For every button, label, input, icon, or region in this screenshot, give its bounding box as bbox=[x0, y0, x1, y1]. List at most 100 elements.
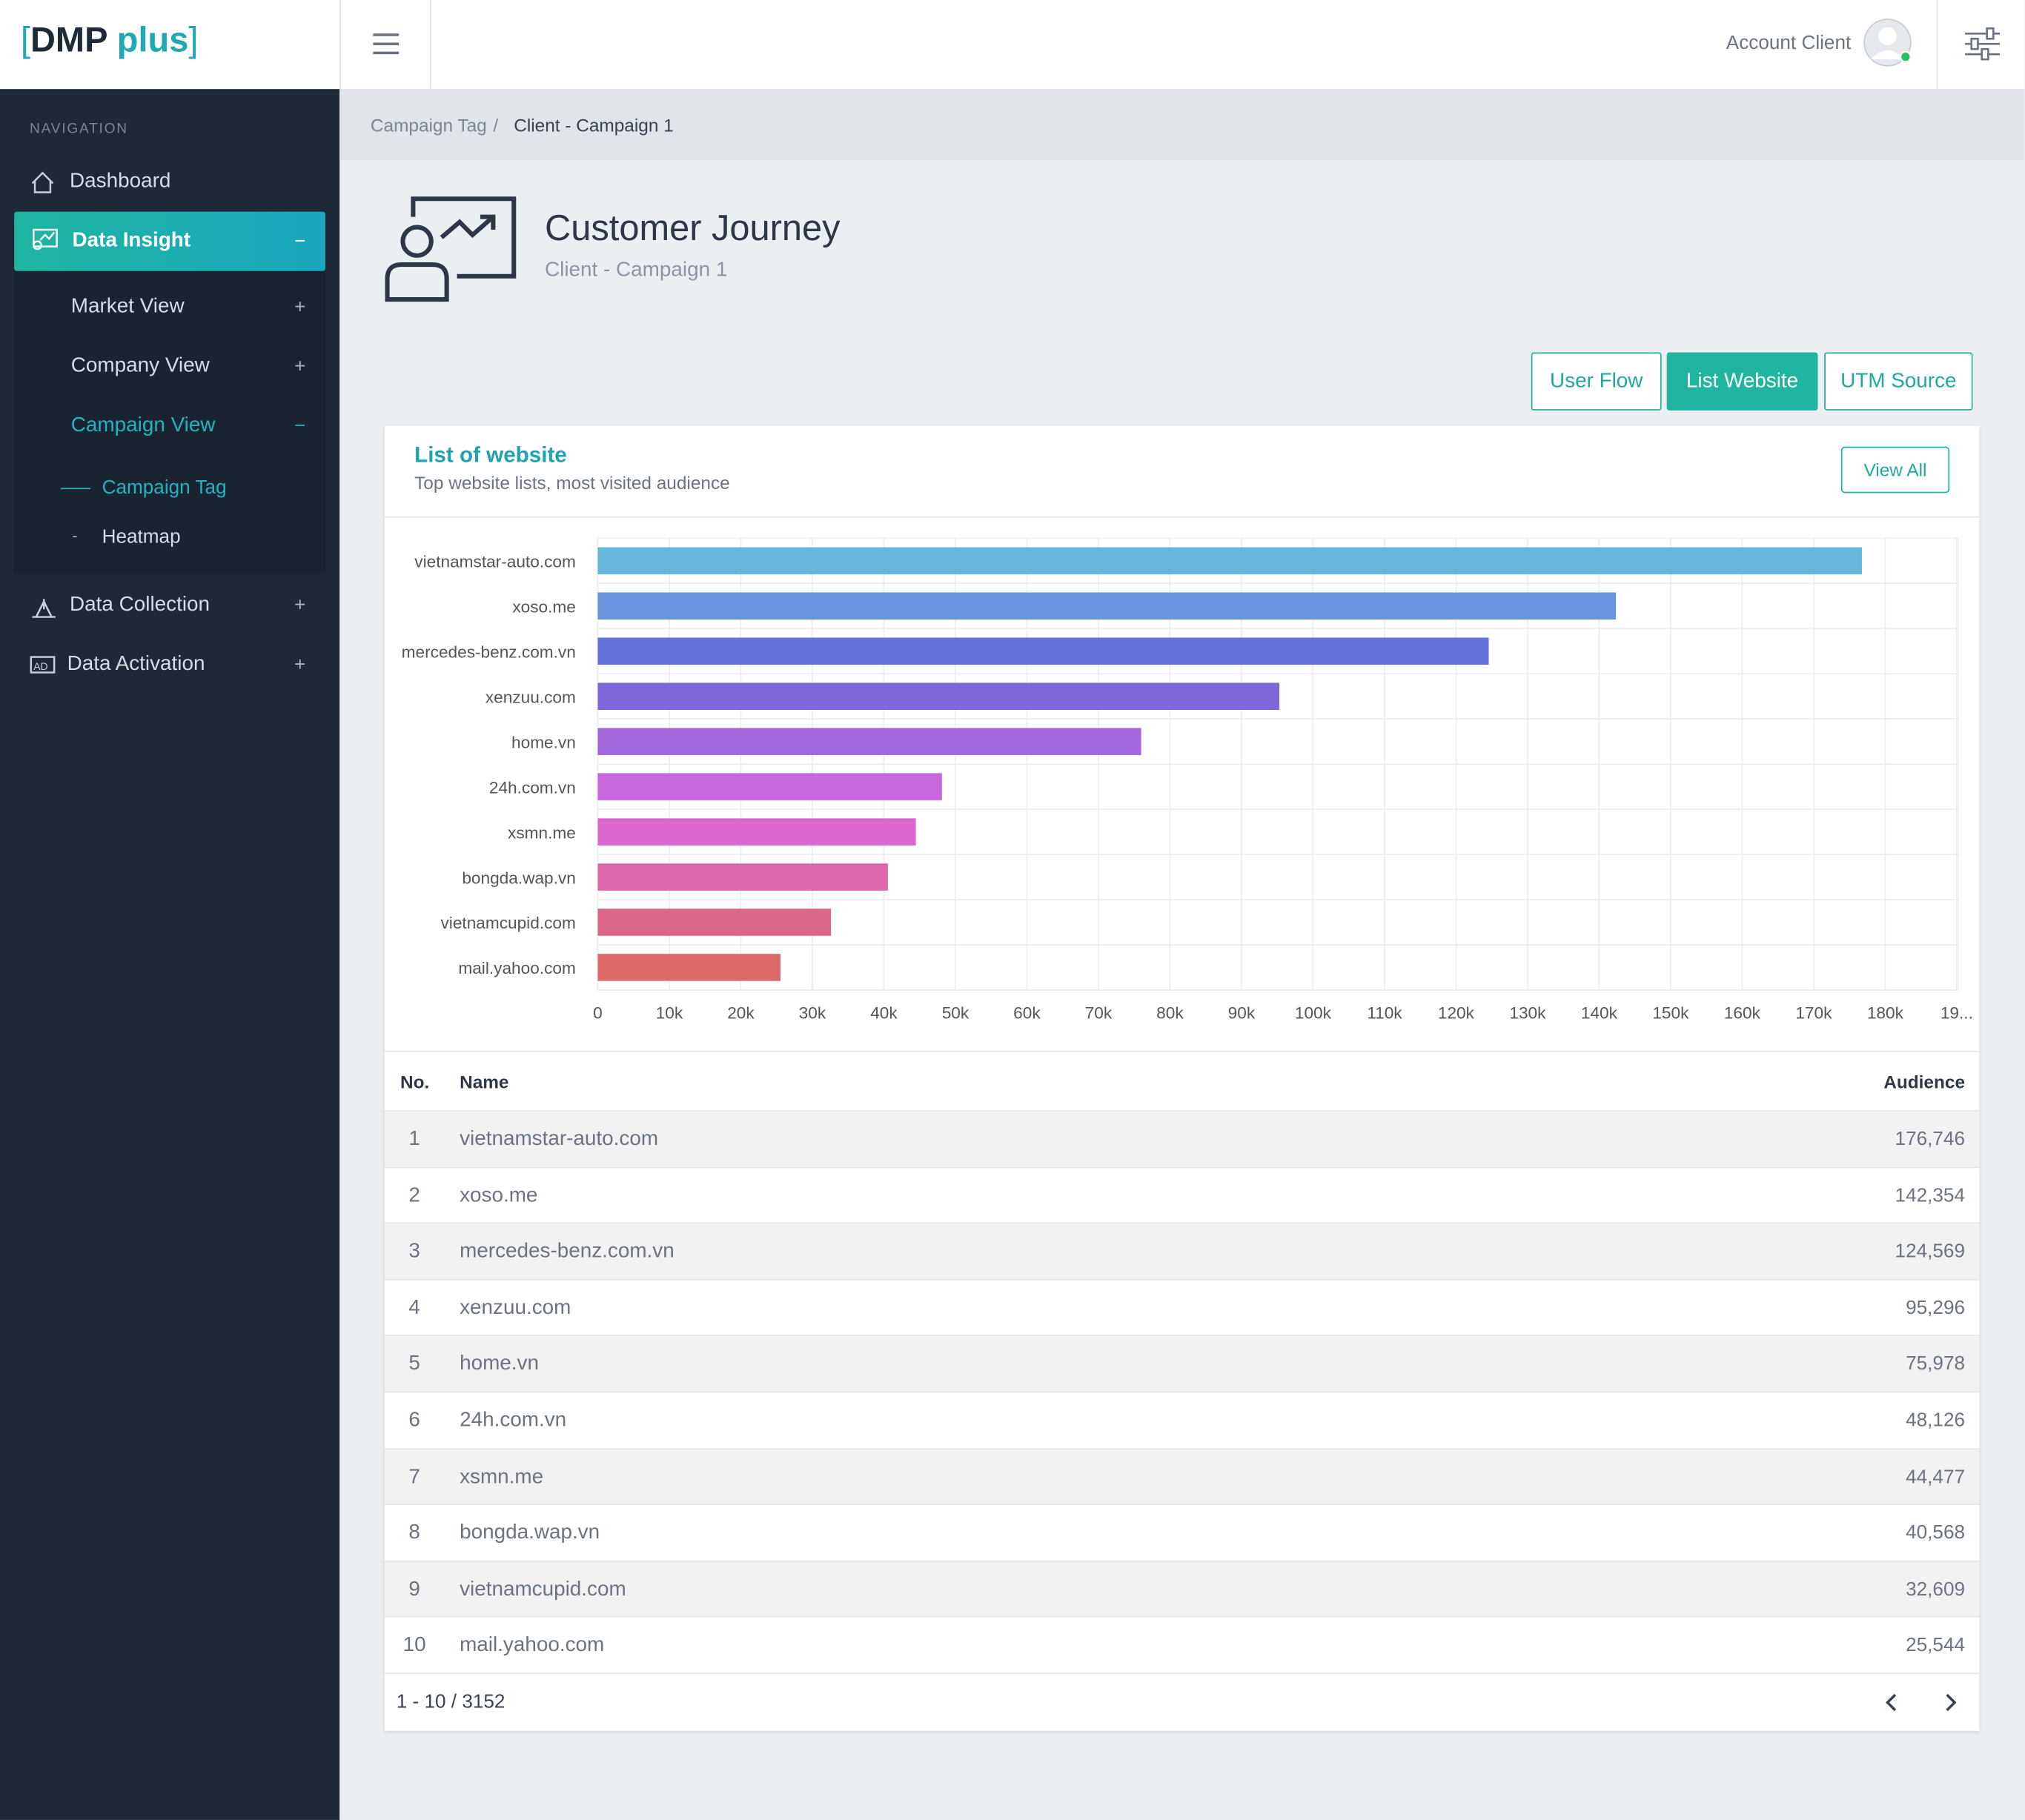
cell-name: bongda.wap.vn bbox=[460, 1521, 600, 1544]
cell-name: 24h.com.vn bbox=[460, 1409, 567, 1432]
x-tick-label: 140k bbox=[1581, 1003, 1618, 1022]
avatar[interactable] bbox=[1859, 18, 1916, 70]
x-tick-label: 20k bbox=[727, 1003, 755, 1022]
table-row[interactable]: 7 xsmn.me 44,477 bbox=[385, 1449, 1980, 1506]
table-header: No. Name Audience bbox=[385, 1050, 1980, 1112]
next-page[interactable] bbox=[1946, 1693, 1957, 1712]
cell-name: mercedes-benz.com.vn bbox=[460, 1241, 675, 1263]
page-icon bbox=[385, 196, 517, 302]
top-bar bbox=[0, 0, 2025, 90]
cell-name: mail.yahoo.com bbox=[460, 1634, 605, 1657]
nav-item[interactable]: Company View bbox=[70, 354, 210, 377]
bar bbox=[597, 592, 1617, 620]
table-row[interactable]: 3 mercedes-benz.com.vn 124,569 bbox=[385, 1223, 1980, 1281]
nav-section: NAVIGATION bbox=[30, 121, 128, 137]
hamburger-icon bbox=[373, 33, 400, 55]
settings-button[interactable] bbox=[1936, 0, 2025, 90]
x-tick-label: 100k bbox=[1295, 1003, 1332, 1022]
table-row[interactable]: 6 24h.com.vn 48,126 bbox=[385, 1392, 1980, 1449]
table-row[interactable]: 2 xoso.me 142,354 bbox=[385, 1167, 1980, 1224]
cell-audience: 40,568 bbox=[1906, 1521, 1966, 1544]
cell-no: 9 bbox=[408, 1578, 420, 1601]
card-title: List of website bbox=[414, 442, 567, 468]
cell-no: 3 bbox=[408, 1241, 420, 1263]
tab[interactable]: UTM Source bbox=[1824, 352, 1973, 411]
x-tick-label: 160k bbox=[1724, 1003, 1761, 1022]
nav-item[interactable]: Dashboard bbox=[70, 170, 171, 193]
breadcrumb-current: Client - Campaign 1 bbox=[514, 115, 674, 136]
expand-sign[interactable]: + bbox=[294, 654, 306, 676]
x-tick-label: 30k bbox=[799, 1003, 826, 1022]
bullet: - bbox=[72, 526, 78, 545]
cell-name: home.vn bbox=[460, 1353, 539, 1375]
nav-item[interactable]: Campaign View bbox=[70, 414, 216, 436]
nav-item[interactable]: Campaign Tag bbox=[102, 476, 227, 499]
cell-audience: 176,746 bbox=[1895, 1128, 1966, 1150]
table-row[interactable]: 8 bongda.wap.vn 40,568 bbox=[385, 1505, 1980, 1562]
cell-no: 2 bbox=[408, 1184, 420, 1206]
cell-audience: 32,609 bbox=[1906, 1578, 1966, 1601]
prev-page[interactable] bbox=[1886, 1693, 1897, 1712]
bar bbox=[597, 682, 1280, 710]
expand-sign[interactable]: + bbox=[294, 355, 306, 378]
x-tick-label: 90k bbox=[1228, 1003, 1256, 1022]
active-line bbox=[60, 488, 90, 490]
cell-name: xenzuu.com bbox=[460, 1297, 571, 1319]
menu-toggle[interactable] bbox=[339, 0, 431, 90]
cell-no: 10 bbox=[402, 1634, 426, 1657]
cell-no: 8 bbox=[408, 1521, 420, 1544]
table-row[interactable]: 1 vietnamstar-auto.com 176,746 bbox=[385, 1111, 1980, 1168]
cell-audience: 142,354 bbox=[1895, 1184, 1966, 1206]
active-item[interactable] bbox=[14, 211, 325, 271]
cell-name: xsmn.me bbox=[460, 1465, 544, 1488]
x-tick-label: 10k bbox=[656, 1003, 683, 1022]
chart: 0 10k 20k 30k 40k 50k 60k 70k 80k 90k 100k 110k 120k… bbox=[402, 537, 1973, 1022]
table-row[interactable]: 5 home.vn 75,978 bbox=[385, 1336, 1980, 1393]
y-tick-label: xoso.me bbox=[512, 597, 576, 616]
table-row[interactable]: 10 mail.yahoo.com 25,544 bbox=[385, 1618, 1980, 1675]
x-tick-label: 150k bbox=[1652, 1003, 1689, 1022]
header-cell: Audience bbox=[1883, 1071, 1966, 1092]
view-all-button[interactable]: View All bbox=[1840, 446, 1950, 494]
breadcrumb-separator: / bbox=[493, 115, 499, 136]
y-tick-label: 24h.com.vn bbox=[489, 778, 576, 797]
nav-item[interactable]: Data Collection bbox=[70, 594, 211, 616]
x-tick-label: 170k bbox=[1795, 1003, 1832, 1022]
x-tick-label: 40k bbox=[870, 1003, 898, 1022]
cell-name: xoso.me bbox=[460, 1184, 538, 1206]
x-tick-label: 70k bbox=[1085, 1003, 1113, 1022]
nav-item[interactable]: Heatmap bbox=[102, 525, 181, 548]
bar bbox=[597, 547, 1862, 575]
collapse-sign[interactable]: − bbox=[294, 414, 306, 437]
table-row[interactable]: 9 vietnamcupid.com 32,609 bbox=[385, 1561, 1980, 1618]
header-cell: No. bbox=[400, 1071, 430, 1092]
expand-sign[interactable]: + bbox=[294, 296, 306, 319]
cell-no: 5 bbox=[408, 1353, 420, 1375]
nav-item[interactable]: Market View bbox=[70, 295, 185, 318]
table-row[interactable]: 4 xenzuu.com 95,296 bbox=[385, 1280, 1980, 1337]
cell-no: 1 bbox=[408, 1128, 420, 1150]
y-tick-label: mail.yahoo.com bbox=[458, 959, 575, 977]
nav-item[interactable]: Data Insight bbox=[72, 230, 191, 252]
tab[interactable]: User Flow bbox=[1531, 352, 1662, 411]
logo[interactable]: [DMP plus] bbox=[20, 20, 199, 60]
tab-active[interactable]: List Website bbox=[1666, 352, 1818, 411]
cell-name: vietnamstar-auto.com bbox=[460, 1128, 659, 1150]
pagination-arrows bbox=[1886, 1693, 1957, 1712]
x-tick-label: 180k bbox=[1867, 1003, 1904, 1022]
account-name[interactable]: Account Client bbox=[1726, 32, 1852, 55]
x-tick-label: 50k bbox=[942, 1003, 970, 1022]
cell-audience: 95,296 bbox=[1906, 1297, 1966, 1319]
bar bbox=[597, 954, 780, 981]
expand-sign[interactable]: + bbox=[294, 594, 306, 617]
breadcrumb-link[interactable]: Campaign Tag bbox=[370, 115, 487, 136]
bar bbox=[597, 728, 1141, 755]
nav-item[interactable]: Data Activation bbox=[67, 653, 205, 675]
collapse-sign[interactable]: − bbox=[294, 230, 306, 253]
y-tick-label: bongda.wap.vn bbox=[462, 869, 575, 887]
cell-audience: 75,978 bbox=[1906, 1353, 1966, 1375]
logo-text: DMP bbox=[30, 20, 107, 60]
x-tick-label: 19... bbox=[1941, 1003, 1973, 1022]
